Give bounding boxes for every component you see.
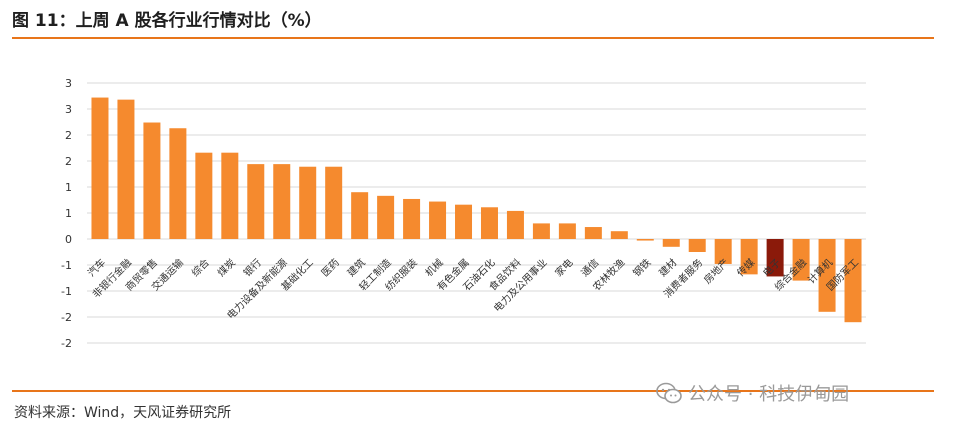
- watermark: 公众号 · 科技伊甸园: [656, 380, 849, 406]
- x-category-label: 家电: [552, 256, 575, 279]
- source-divider: [12, 390, 934, 392]
- y-tick-label: -2: [61, 337, 72, 350]
- bar-13: [429, 201, 447, 239]
- bar-17: [532, 223, 550, 239]
- x-category-label: 综合: [189, 256, 212, 279]
- bar-7: [273, 164, 291, 239]
- bar-21: [636, 239, 654, 241]
- figure-title: 图 11：上周 A 股各行业行情对比（%）: [12, 11, 322, 31]
- bar-29: [844, 239, 862, 323]
- bar-25: [740, 239, 758, 275]
- y-tick-label: 0: [65, 233, 72, 246]
- x-category-label: 建材: [656, 256, 679, 279]
- x-category-label: 银行: [241, 256, 264, 279]
- x-category-label: 汽车: [85, 256, 108, 279]
- bar-18: [558, 223, 576, 239]
- x-category-label: 医药: [319, 257, 342, 280]
- bar-15: [480, 207, 498, 239]
- bar-0: [91, 97, 109, 239]
- y-tick-label: -1: [61, 259, 72, 272]
- y-axis-ticks: 3 3 2 2 1 1 0 -1 -1 -2 -2: [61, 77, 72, 350]
- bar-5: [221, 152, 239, 239]
- bar-10: [351, 192, 369, 239]
- bar-24: [714, 239, 732, 264]
- y-tick-label: 3: [65, 77, 72, 90]
- bar-22: [662, 239, 680, 247]
- bar-19: [584, 227, 602, 239]
- title-divider: [12, 37, 934, 39]
- x-category-label: 钢铁: [630, 256, 653, 279]
- bar-16: [506, 210, 524, 239]
- y-tick-label: 1: [65, 207, 72, 220]
- source-note: 资料来源：Wind，天风证券研究所: [14, 405, 232, 421]
- bar-9: [325, 166, 343, 239]
- y-tick-label: 2: [65, 155, 72, 168]
- x-category-label: 煤炭: [215, 256, 238, 279]
- wechat-icon: [656, 382, 682, 404]
- bar-1: [117, 99, 135, 239]
- bar-4: [195, 152, 213, 239]
- y-tick-label: 1: [65, 181, 72, 194]
- y-tick-label: 2: [65, 129, 72, 142]
- bar-20: [610, 231, 628, 239]
- x-category-label: 机械: [422, 256, 445, 279]
- x-category-label: 通信: [579, 257, 602, 280]
- bar-28: [818, 239, 836, 312]
- bar-23: [688, 239, 706, 252]
- bar-14: [455, 204, 473, 239]
- y-tick-label: 3: [65, 103, 72, 116]
- bar-12: [403, 198, 421, 239]
- bar-26: [766, 239, 784, 277]
- x-category-label: 建筑: [344, 256, 367, 279]
- y-tick-label: -1: [61, 285, 72, 298]
- bar-8: [299, 166, 317, 239]
- bar-6: [247, 164, 265, 239]
- bar-27: [792, 239, 810, 281]
- bar-11: [377, 195, 395, 239]
- gridlines: [87, 82, 866, 344]
- watermark-text: 公众号 · 科技伊甸园: [688, 384, 850, 405]
- bars: [91, 97, 862, 323]
- bar-3: [169, 128, 187, 239]
- bar-2: [143, 122, 161, 239]
- y-tick-label: -2: [61, 311, 72, 324]
